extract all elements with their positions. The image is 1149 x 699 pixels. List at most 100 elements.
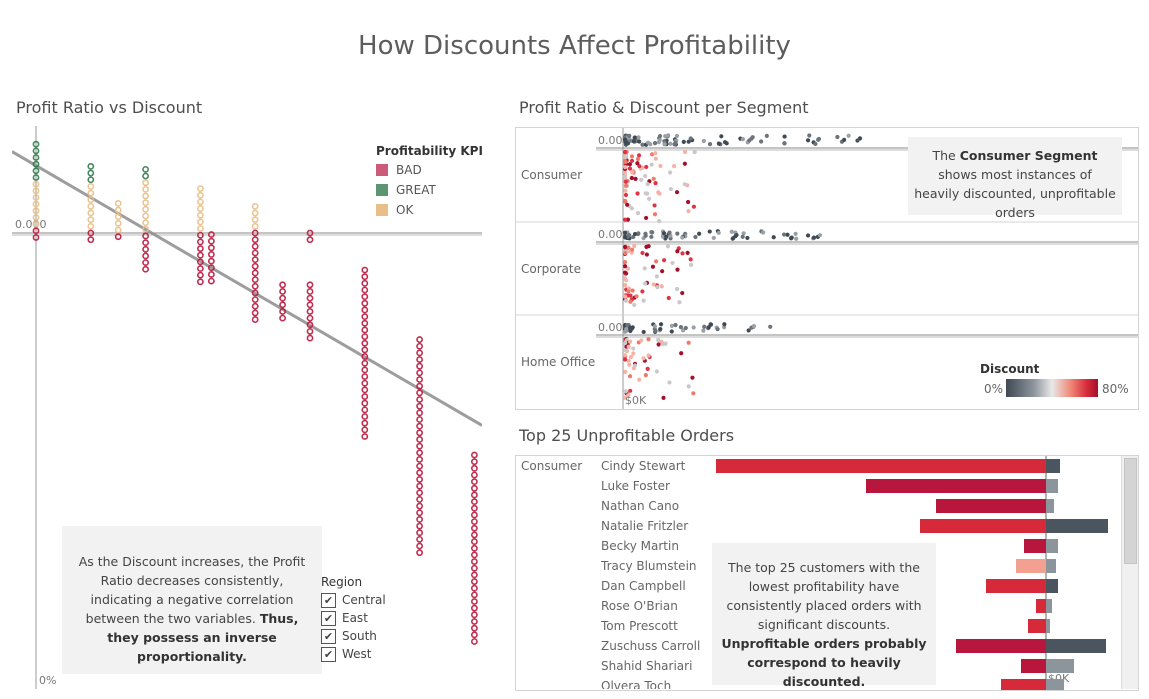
bar-negative [956, 639, 1046, 653]
kpi-legend-great[interactable]: GREAT [376, 183, 483, 197]
scrollbar-thumb[interactable] [1124, 458, 1137, 564]
top25-scrollbar[interactable] [1121, 456, 1138, 689]
data-point [87, 189, 95, 197]
segment-point [622, 170, 628, 176]
region-label: East [342, 611, 368, 625]
segment-point [660, 269, 665, 274]
segment-point [789, 235, 794, 240]
check-icon: ✔ [321, 610, 336, 626]
segment-point [623, 283, 628, 288]
segment-point [644, 252, 649, 257]
data-point [251, 276, 259, 284]
region-central-checkbox[interactable]: ✔ Central [321, 591, 386, 609]
kpi-legend-ok[interactable]: OK [376, 203, 483, 217]
data-point [416, 422, 423, 430]
data-point [142, 259, 149, 266]
segment-point [655, 285, 660, 290]
segment-point [632, 363, 638, 368]
segment-point [794, 236, 799, 241]
data-point [32, 174, 40, 181]
check-icon: ✔ [321, 646, 336, 662]
data-point [251, 269, 259, 277]
segment-point [643, 233, 648, 238]
segment-point [805, 138, 811, 143]
segment-point [688, 257, 693, 262]
segment-point [622, 137, 628, 142]
segment-point [623, 199, 628, 204]
data-point [196, 218, 204, 226]
data-point [32, 154, 40, 161]
data-point [470, 451, 478, 459]
region-west-checkbox[interactable]: ✔ West [321, 645, 386, 663]
customer-name[interactable]: Olvera Toch [601, 679, 672, 689]
data-point [251, 289, 259, 297]
customer-name[interactable]: Natalie Fritzler [601, 519, 689, 533]
data-point [416, 489, 423, 497]
data-point [87, 176, 95, 184]
customer-name[interactable]: Luke Foster [601, 479, 670, 493]
data-point [470, 544, 478, 552]
segment-point [645, 366, 650, 371]
segment-point [635, 161, 640, 166]
data-point [32, 140, 40, 148]
segment-chart[interactable]: 0.00 0.00 0.00 $0K [515, 127, 1139, 410]
segment-point [682, 182, 687, 187]
region-south-checkbox[interactable]: ✔ South [321, 627, 386, 645]
segment-point [658, 322, 664, 327]
customer-name[interactable]: Tom Prescott [601, 619, 678, 633]
top25-annotation: The top 25 customers with the lowest pro… [712, 543, 936, 689]
data-point [470, 538, 478, 545]
customer-name[interactable]: Tracy Blumstein [601, 559, 697, 573]
data-point [416, 495, 423, 503]
data-point [361, 419, 369, 427]
customer-name[interactable]: Dan Campbell [601, 579, 686, 593]
segment-point [657, 218, 662, 224]
data-point [416, 456, 423, 463]
segment-chart-title: Profit Ratio & Discount per Segment [519, 98, 809, 117]
customer-name[interactable]: Cindy Stewart [601, 459, 686, 473]
customer-name[interactable]: Nathan Cano [601, 499, 680, 513]
segment-point [625, 322, 630, 328]
data-point [416, 436, 423, 443]
data-point [251, 256, 259, 264]
segment-point [652, 324, 657, 329]
region-east-checkbox[interactable]: ✔ East [321, 609, 386, 627]
customer-name[interactable]: Zuschuss Carroll [601, 639, 701, 653]
data-point [87, 236, 95, 244]
segment-point [679, 351, 684, 356]
kpi-legend-bad[interactable]: BAD [376, 163, 483, 177]
segment-point [629, 175, 634, 181]
segment-point [627, 133, 632, 138]
segment-point [673, 322, 678, 328]
segment-point [630, 170, 635, 175]
data-point [114, 226, 122, 234]
segment-point [627, 362, 632, 367]
bar-negative [920, 519, 1046, 533]
segment-point [690, 375, 695, 380]
data-point [251, 202, 259, 210]
data-point [361, 353, 369, 360]
bar-positive [1046, 459, 1060, 473]
segment-point [627, 166, 633, 171]
segment-point [654, 274, 660, 279]
data-point [416, 349, 423, 357]
bar-positive [1046, 499, 1054, 513]
data-point [416, 429, 423, 437]
segment-point [686, 384, 691, 389]
segment-zero-label: 0.00 [598, 134, 623, 147]
data-point [207, 237, 215, 245]
data-point [470, 524, 478, 532]
segment-point [716, 230, 721, 235]
data-point [470, 571, 478, 579]
customer-name[interactable]: Becky Martin [601, 539, 679, 553]
customer-name[interactable]: Shahid Shariari [601, 659, 693, 673]
segment-point [641, 356, 646, 361]
segment-point [637, 377, 642, 382]
data-point [251, 296, 259, 303]
profit-vs-discount-chart[interactable]: 0.000 0% [11, 126, 483, 689]
data-point [32, 194, 40, 201]
customer-name[interactable]: Rose O'Brian [601, 599, 678, 613]
bar-negative [866, 479, 1046, 493]
data-point [142, 265, 149, 273]
data-point [361, 306, 369, 314]
